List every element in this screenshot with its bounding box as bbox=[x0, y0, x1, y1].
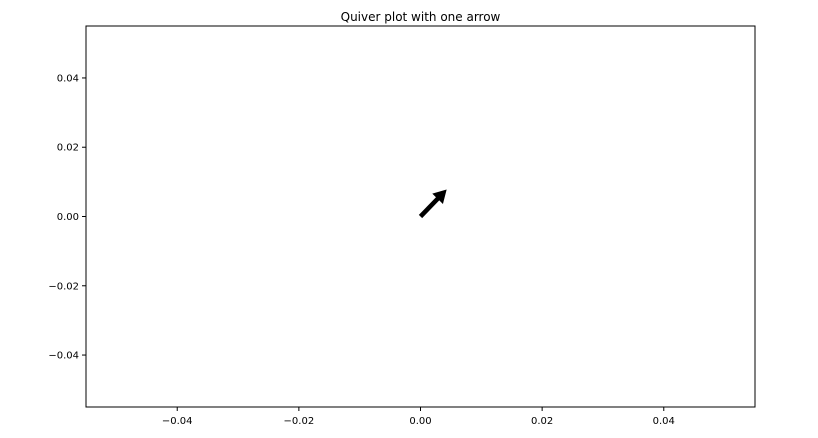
x-tick-label: 0.00 bbox=[409, 416, 431, 427]
y-tick-label: 0.04 bbox=[57, 73, 79, 84]
quiver-arrow bbox=[418, 189, 447, 219]
y-axis: 0.04 0.02 0.00 −0.02 −0.04 bbox=[48, 73, 86, 362]
x-tick-label: 0.04 bbox=[653, 416, 675, 427]
y-tick-label: −0.02 bbox=[48, 281, 79, 292]
chart-title: Quiver plot with one arrow bbox=[341, 10, 501, 24]
arrow-layer bbox=[418, 189, 447, 219]
x-tick-label: −0.04 bbox=[162, 416, 193, 427]
x-tick-label: 0.02 bbox=[531, 416, 553, 427]
y-tick-label: −0.04 bbox=[48, 351, 79, 362]
y-tick-label: 0.00 bbox=[57, 212, 79, 223]
x-axis: −0.04 −0.02 0.00 0.02 0.04 bbox=[162, 407, 675, 427]
x-tick-label: −0.02 bbox=[284, 416, 315, 427]
plot-frame bbox=[85, 25, 756, 408]
y-tick-label: 0.02 bbox=[57, 143, 79, 154]
